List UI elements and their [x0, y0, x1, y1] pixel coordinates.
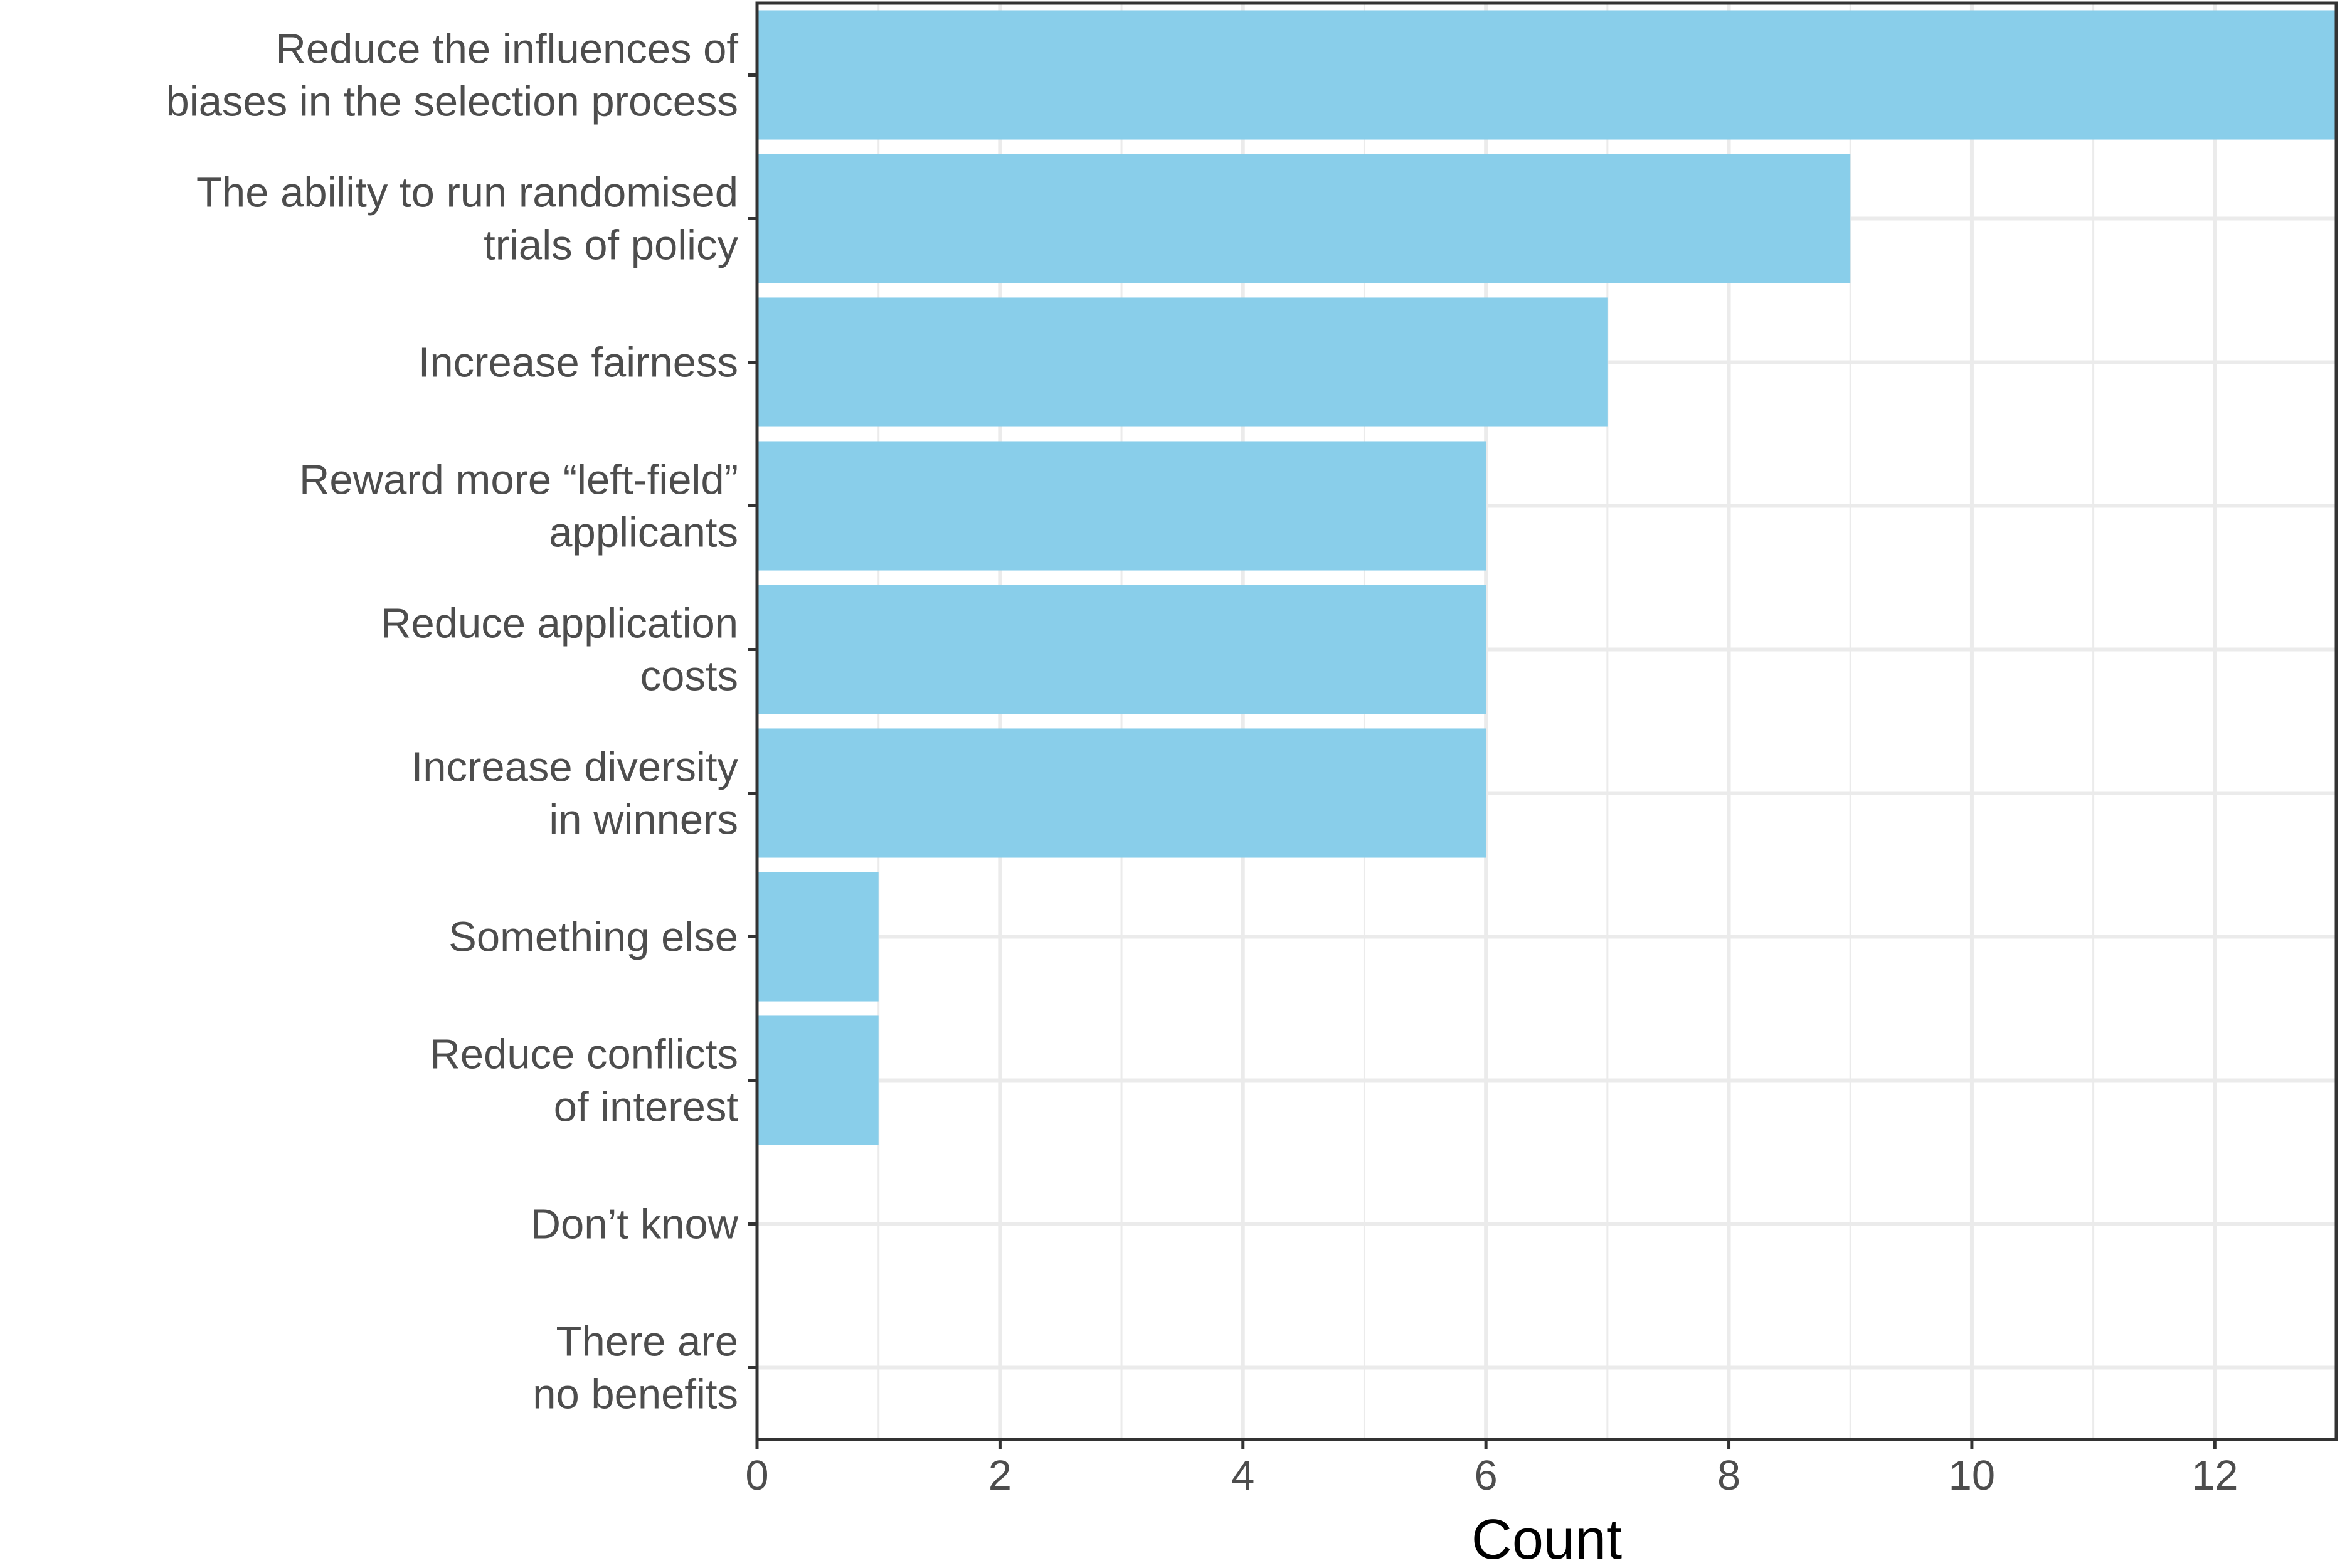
- x-tick-label: 12: [2191, 1452, 2238, 1499]
- x-axis-title: Count: [1471, 1508, 1622, 1568]
- category-label: Increase diversity: [411, 744, 739, 791]
- category-label: costs: [640, 653, 738, 700]
- category-label: Don’t know: [531, 1201, 739, 1248]
- category-label: Increase fairness: [418, 339, 738, 386]
- x-tick-label: 4: [1231, 1452, 1254, 1499]
- bar: [757, 872, 879, 1002]
- x-tick-label: 8: [1717, 1452, 1740, 1499]
- x-tick-label: 0: [745, 1452, 768, 1499]
- category-label: in winners: [549, 797, 738, 844]
- category-label: Reduce the influences of: [276, 26, 739, 73]
- category-label: no benefits: [532, 1371, 738, 1418]
- category-label: Reduce conflicts: [430, 1031, 738, 1078]
- category-labels: Reduce the influences of biases in the se…: [166, 26, 739, 1418]
- bar: [757, 728, 1486, 858]
- bar: [757, 154, 1851, 283]
- plot-border: [755, 1, 2338, 1441]
- category-label: There are: [556, 1318, 738, 1365]
- bar: [757, 10, 2336, 140]
- category-label: The ability to run randomised: [196, 169, 738, 216]
- bar: [757, 1015, 879, 1145]
- bar: [757, 585, 1486, 714]
- category-label: Something else: [448, 914, 738, 961]
- x-tick-labels: 0 2 4 6 8 10 12: [745, 1452, 2238, 1499]
- category-label: applicants: [549, 509, 738, 556]
- bars: [757, 10, 2336, 1145]
- category-label: of interest: [554, 1084, 739, 1131]
- category-label: trials of policy: [484, 222, 738, 269]
- bar: [757, 441, 1486, 571]
- x-tick-label: 10: [1949, 1452, 1996, 1499]
- x-tick-label: 6: [1475, 1452, 1498, 1499]
- axes: [748, 1, 2338, 1449]
- x-tick-label: 2: [988, 1452, 1012, 1499]
- bar: [757, 297, 1608, 427]
- category-label: Reward more “left-field”: [299, 457, 738, 504]
- category-label: biases in the selection process: [166, 78, 738, 125]
- category-label: Reduce application: [381, 600, 738, 647]
